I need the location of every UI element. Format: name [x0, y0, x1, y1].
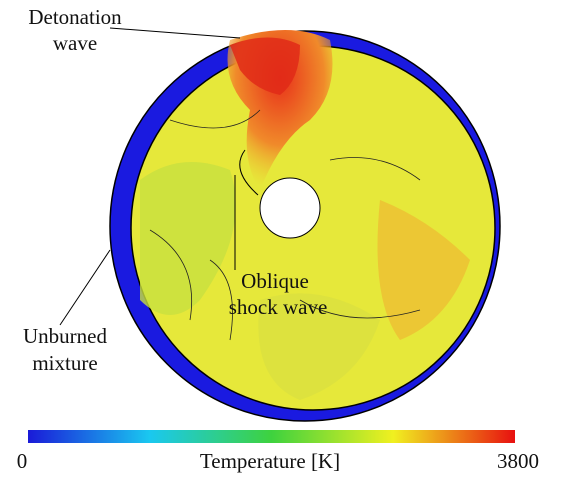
combustor-field: [109, 30, 501, 422]
annotation-lines: [59, 27, 241, 326]
annotation: shock wave: [229, 295, 328, 319]
annotation: wave: [53, 31, 97, 55]
colorbar-title: Temperature [K]: [200, 449, 340, 473]
colorbar: [28, 430, 515, 443]
annotation: Oblique: [241, 269, 309, 293]
annotation: Unburned: [23, 324, 107, 348]
annotation: Detonation: [28, 5, 122, 29]
colorbar-max: 3800: [497, 449, 539, 473]
annotation: mixture: [32, 351, 97, 375]
colorbar-min: 0: [17, 449, 28, 473]
